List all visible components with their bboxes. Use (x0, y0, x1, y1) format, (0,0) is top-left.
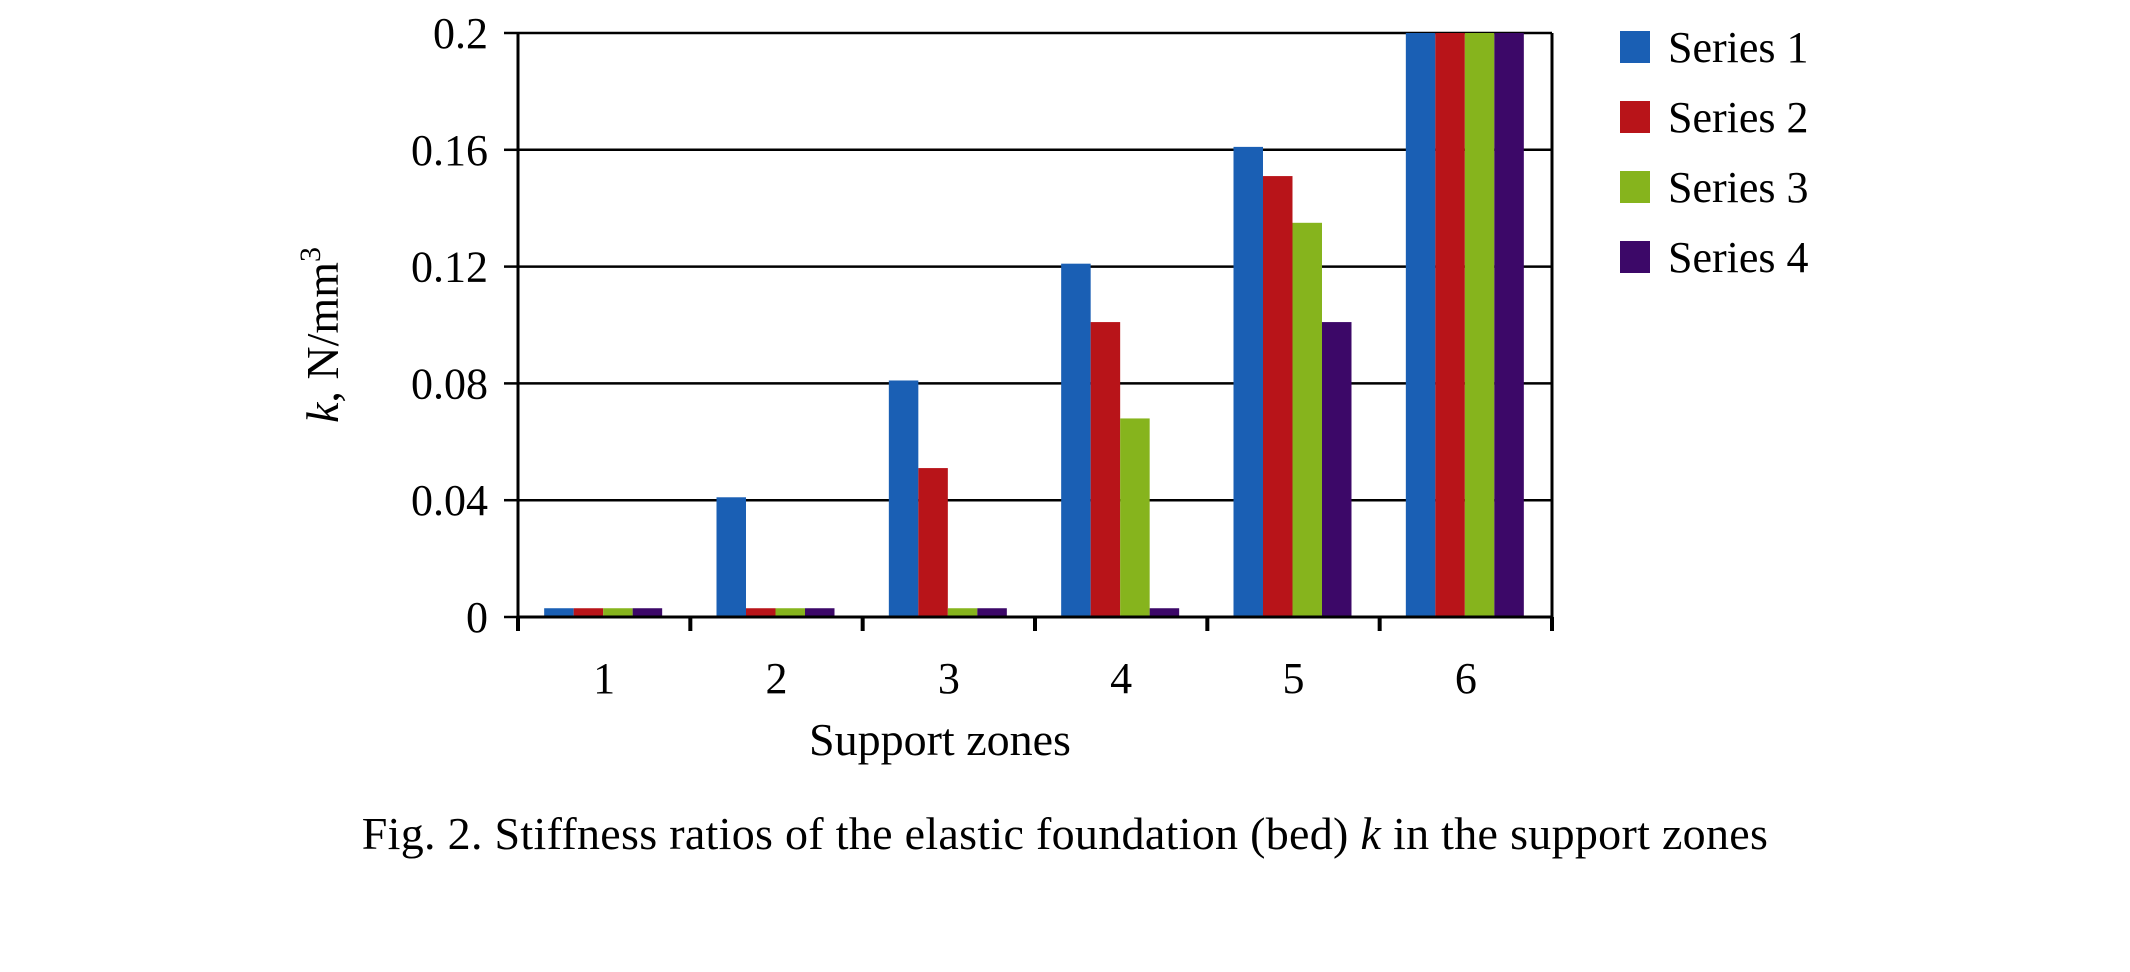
caption-variable: k (1360, 808, 1382, 859)
bar-series-1-zone-5 (1233, 146, 1263, 617)
bar-series-4-zone-6 (1494, 33, 1524, 617)
legend: Series 1 Series 2 Series 3 Series 4 (1620, 23, 1809, 282)
legend-label-series-4: Series 4 (1668, 233, 1809, 282)
bar-series-3-zone-5 (1292, 222, 1322, 618)
bar-series-4-zone-1 (632, 608, 663, 617)
y-axis-label-variable: k (297, 401, 348, 423)
legend-swatch-series-4 (1620, 241, 1650, 273)
caption-text-end: in the support zones (1381, 808, 1769, 859)
y-tick-label: 0.08 (411, 359, 488, 408)
bar-series-2-zone-2 (746, 608, 776, 617)
gridlines (518, 31, 1552, 502)
bar-series-4-zone-3 (977, 608, 1007, 617)
legend-swatch-series-1 (1620, 31, 1650, 63)
legend-swatch-series-3 (1620, 171, 1650, 203)
bar-series-4-zone-5 (1322, 322, 1352, 617)
bar-series-4-zone-4 (1149, 608, 1180, 617)
legend-label-series-1: Series 1 (1668, 23, 1809, 72)
y-tick-label: 0.04 (411, 476, 488, 525)
y-tick-label: 0.16 (411, 126, 488, 175)
bar-series-3-zone-6 (1464, 33, 1495, 617)
bar-series-1-zone-6 (1405, 33, 1436, 617)
bar-series-1-zone-4 (1061, 263, 1091, 617)
bar-series-3-zone-4 (1120, 418, 1150, 617)
bar-series-2-zone-1 (573, 608, 604, 617)
bar-series-4-zone-2 (805, 608, 835, 617)
x-tick-label: 3 (938, 654, 960, 703)
legend-swatch-series-2 (1620, 101, 1650, 133)
y-axis-label-unit: , N/mm (297, 262, 348, 403)
figure-caption: Fig. 2. Stiffness ratios of the elastic … (0, 806, 2130, 862)
bar-series-2-zone-6 (1435, 33, 1465, 617)
bar-series-2-zone-3 (918, 468, 948, 617)
x-tick-label: 4 (1110, 654, 1132, 703)
x-tick-label: 5 (1283, 654, 1305, 703)
y-tick-label: 0 (466, 593, 488, 642)
axes (504, 31, 1554, 631)
y-tick-label: 0.12 (411, 243, 488, 292)
bar-series-1-zone-1 (544, 608, 574, 617)
x-tick-label: 1 (593, 654, 615, 703)
y-axis-label-exponent: 3 (294, 247, 327, 262)
y-tick-label: 0.2 (433, 9, 488, 58)
bars (544, 33, 1524, 618)
legend-label-series-3: Series 3 (1668, 163, 1809, 212)
x-tick-label: 2 (766, 654, 788, 703)
bar-series-1-zone-3 (888, 380, 919, 617)
x-tick-label: 6 (1455, 654, 1477, 703)
bar-series-1-zone-2 (716, 497, 746, 617)
bar-series-3-zone-3 (947, 608, 978, 617)
bar-series-2-zone-4 (1090, 322, 1121, 617)
x-tick-labels: 1 2 3 4 5 6 (593, 654, 1477, 703)
x-axis-label: Support zones (809, 714, 1071, 765)
bar-series-3-zone-1 (603, 608, 633, 617)
y-tick-labels: 0 0.04 0.08 0.12 0.16 0.2 (411, 9, 488, 642)
caption-text-start: Fig. 2. Stiffness ratios of the elastic … (361, 808, 1361, 859)
bar-series-2-zone-5 (1263, 176, 1293, 617)
bar-series-3-zone-2 (775, 608, 805, 617)
y-axis-label: k, N/mm3 (294, 247, 348, 423)
legend-label-series-2: Series 2 (1668, 93, 1809, 142)
